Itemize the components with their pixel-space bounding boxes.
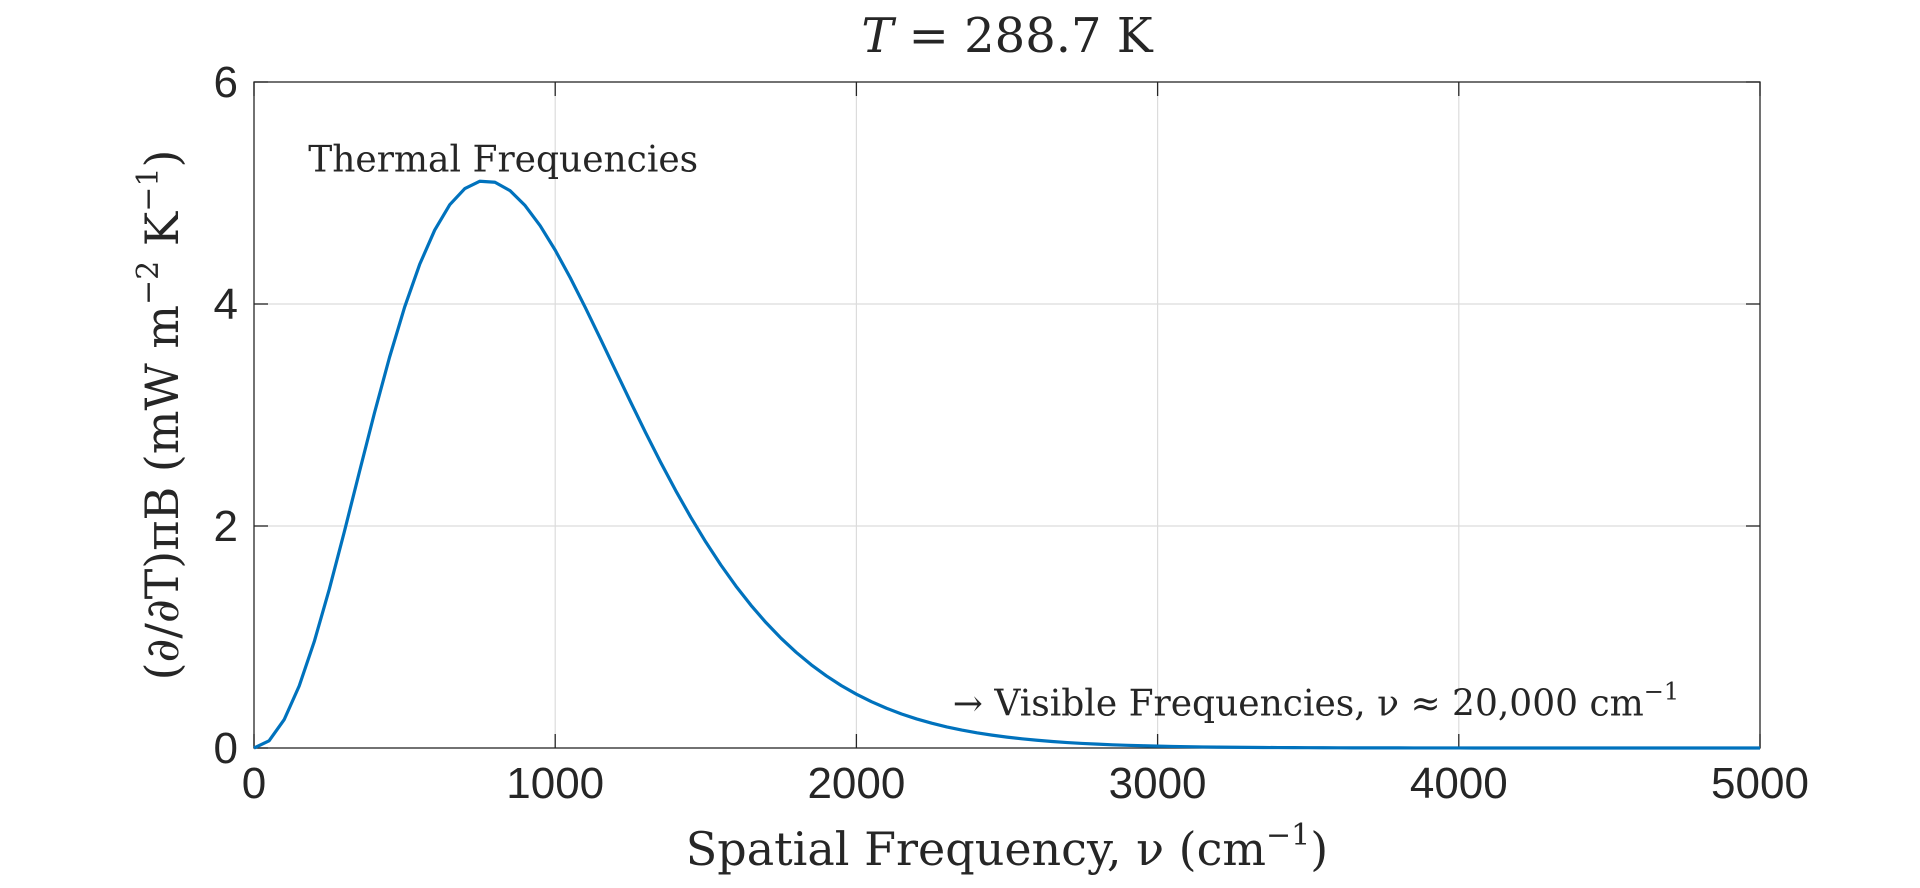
x-axis-label-exponent: −1 [1266, 818, 1310, 853]
tick-layer: 0 1000 2000 3000 4000 5000 0 2 4 6 [214, 58, 1809, 808]
y-axis-label-exponent-2: −1 [131, 168, 166, 212]
y-tick-label: 6 [214, 58, 238, 107]
x-axis-label-close: ) [1310, 822, 1328, 876]
x-axis-label: Spatial Frequency, ν (cm−1) [686, 818, 1328, 876]
y-axis-label-mid: K [135, 210, 189, 261]
chart-title: T = 288.7 K [861, 8, 1153, 64]
x-tick-label: 5000 [1711, 759, 1809, 808]
x-tick-label: 2000 [807, 759, 905, 808]
annotation-thermal-text: Thermal Frequencies [308, 140, 698, 181]
series-line [253, 179, 1760, 750]
title-variable: T [861, 8, 896, 64]
x-tick-label: 3000 [1109, 759, 1207, 808]
y-axis-label: (∂/∂T)πB (mW m−2 K−1) [131, 150, 189, 681]
y-tick-label: 0 [214, 724, 238, 773]
title-value: = 288.7 K [893, 8, 1153, 64]
annotation-visible-exponent: −1 [1644, 678, 1679, 706]
plot-area-frame [253, 81, 1761, 749]
annotation-thermal-frequencies: Thermal Frequencies [308, 140, 698, 181]
y-tick-label: 2 [214, 502, 238, 551]
series-layer [253, 179, 1760, 750]
grid-layer [254, 82, 1760, 748]
y-tick-label: 4 [214, 280, 238, 329]
x-tick-label: 4000 [1410, 759, 1508, 808]
annotation-visible-text: → Visible Frequencies, ν ≈ 20,000 cm [953, 684, 1644, 725]
x-tick-label: 0 [242, 759, 266, 808]
annotation-visible-frequencies: → Visible Frequencies, ν ≈ 20,000 cm−1 [953, 678, 1679, 725]
y-axis-label-text: (∂/∂T)πB (mW m [135, 305, 189, 680]
y-axis-label-exponent-1: −2 [131, 261, 166, 305]
x-axis-label-text: Spatial Frequency, ν (cm [686, 822, 1266, 876]
x-tick-label: 1000 [506, 759, 604, 808]
y-axis-label-close: ) [135, 150, 189, 168]
